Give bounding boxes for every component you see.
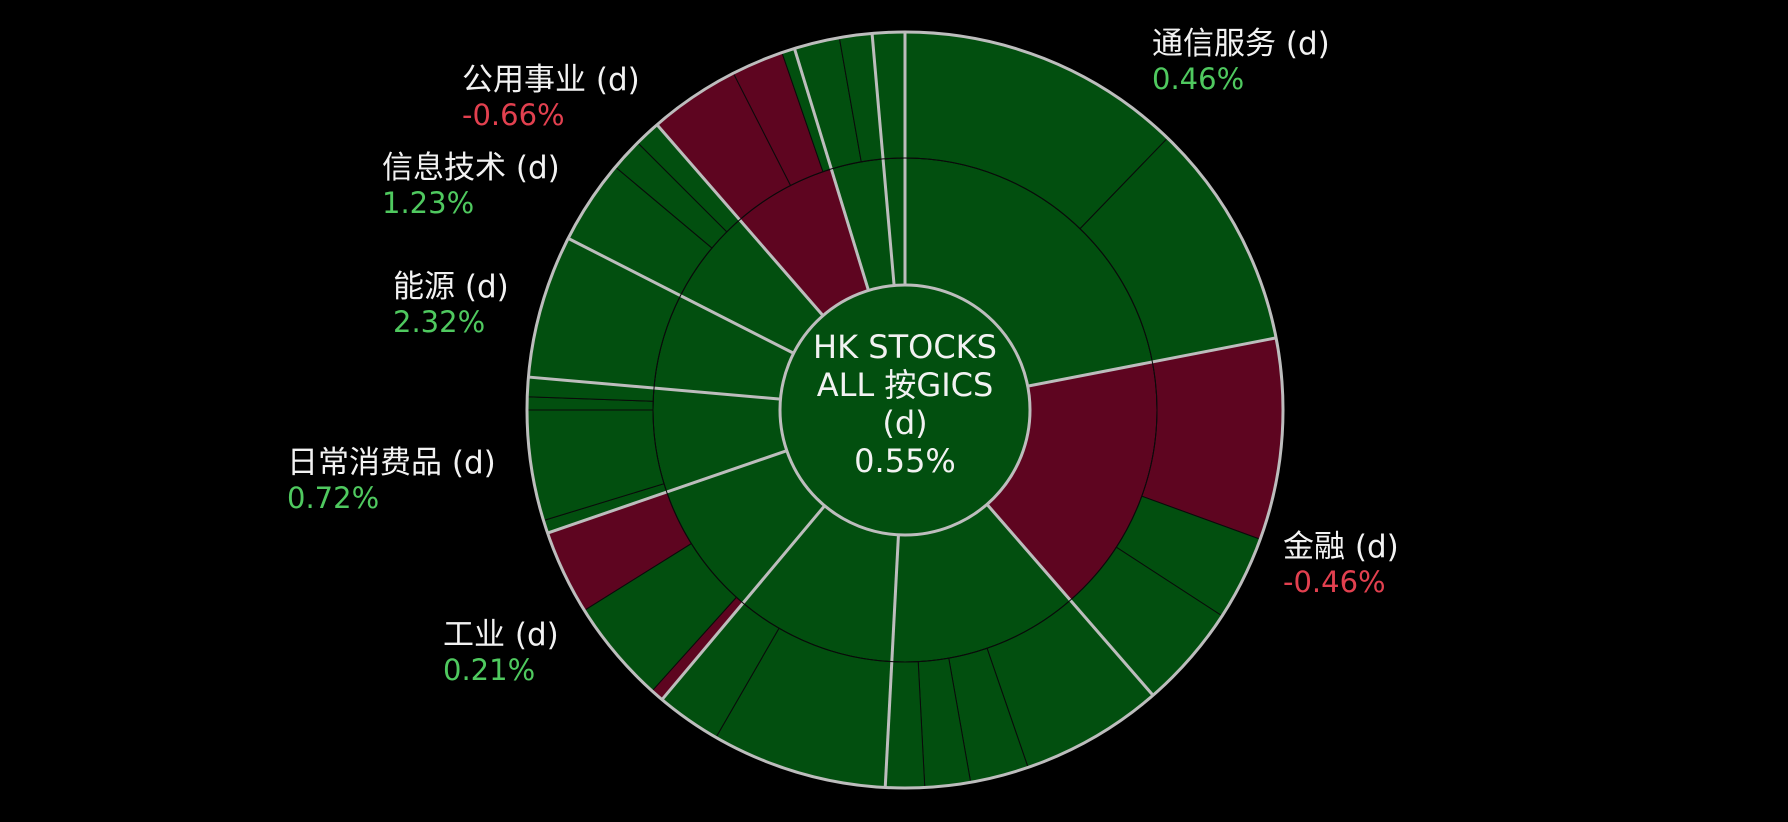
sector-divider-9 xyxy=(793,48,870,291)
middle-ring-boundary xyxy=(652,157,1158,663)
center-title-line-1: HK STOCKS xyxy=(813,328,997,366)
center-change: 0.55% xyxy=(854,442,956,480)
sector-change-7: 1.23% xyxy=(382,186,474,220)
sector-name-5: 日常消费品 (d) xyxy=(287,445,496,481)
sector-divider-10 xyxy=(870,33,896,286)
center-disc[interactable] xyxy=(778,283,1032,537)
sector-change-8: -0.66% xyxy=(462,98,565,132)
sector-divider-3 xyxy=(883,534,900,788)
sector-change-0: 0.46% xyxy=(1152,62,1244,96)
center-title-line-2: ALL 按GICS xyxy=(817,366,994,404)
sector-label-4[interactable]: 工业 (d)0.21% xyxy=(443,617,559,687)
sector-divider-4 xyxy=(660,504,826,701)
divider-layer xyxy=(528,32,1277,788)
outer-ring xyxy=(525,30,1285,790)
sector-label-0[interactable]: 通信服务 (d)0.46% xyxy=(1152,26,1330,96)
sector-name-7: 信息技术 (d) xyxy=(382,150,560,186)
center-label: HK STOCKS ALL 按GICS (d) 0.55% xyxy=(813,328,997,480)
sector-name-1: 金融 (d) xyxy=(1283,529,1399,565)
sector-name-6: 能源 (d) xyxy=(393,269,509,305)
sector-divider-5 xyxy=(547,449,788,535)
label-layer: 通信服务 (d)0.46% 金融 (d)-0.46% 工业 (d)0.21% 日常消费… xyxy=(287,26,1399,687)
sector-change-4: 0.21% xyxy=(443,653,535,687)
sector-divider-7 xyxy=(567,237,795,355)
sector-divider-2 xyxy=(985,503,1155,697)
sector-divider-8 xyxy=(655,123,825,317)
sector-divider-6 xyxy=(528,375,781,401)
sector-change-1: -0.46% xyxy=(1283,565,1386,599)
sector-label-1[interactable]: 金融 (d)-0.46% xyxy=(1283,529,1399,599)
center-title-line-3: (d) xyxy=(882,404,927,442)
sector-name-0: 通信服务 (d) xyxy=(1152,26,1330,62)
sector-label-7[interactable]: 信息技术 (d)1.23% xyxy=(382,150,560,220)
sector-label-8[interactable]: 公用事业 (d)-0.66% xyxy=(462,62,640,132)
sector-divider-1 xyxy=(1027,336,1277,388)
sector-name-8: 公用事业 (d) xyxy=(462,62,640,98)
sector-change-5: 0.72% xyxy=(287,481,379,515)
sector-name-4: 工业 (d) xyxy=(443,617,559,653)
sector-label-5[interactable]: 日常消费品 (d)0.72% xyxy=(287,445,496,515)
sector-label-6[interactable]: 能源 (d)2.32% xyxy=(393,269,509,339)
sector-change-6: 2.32% xyxy=(393,305,485,339)
